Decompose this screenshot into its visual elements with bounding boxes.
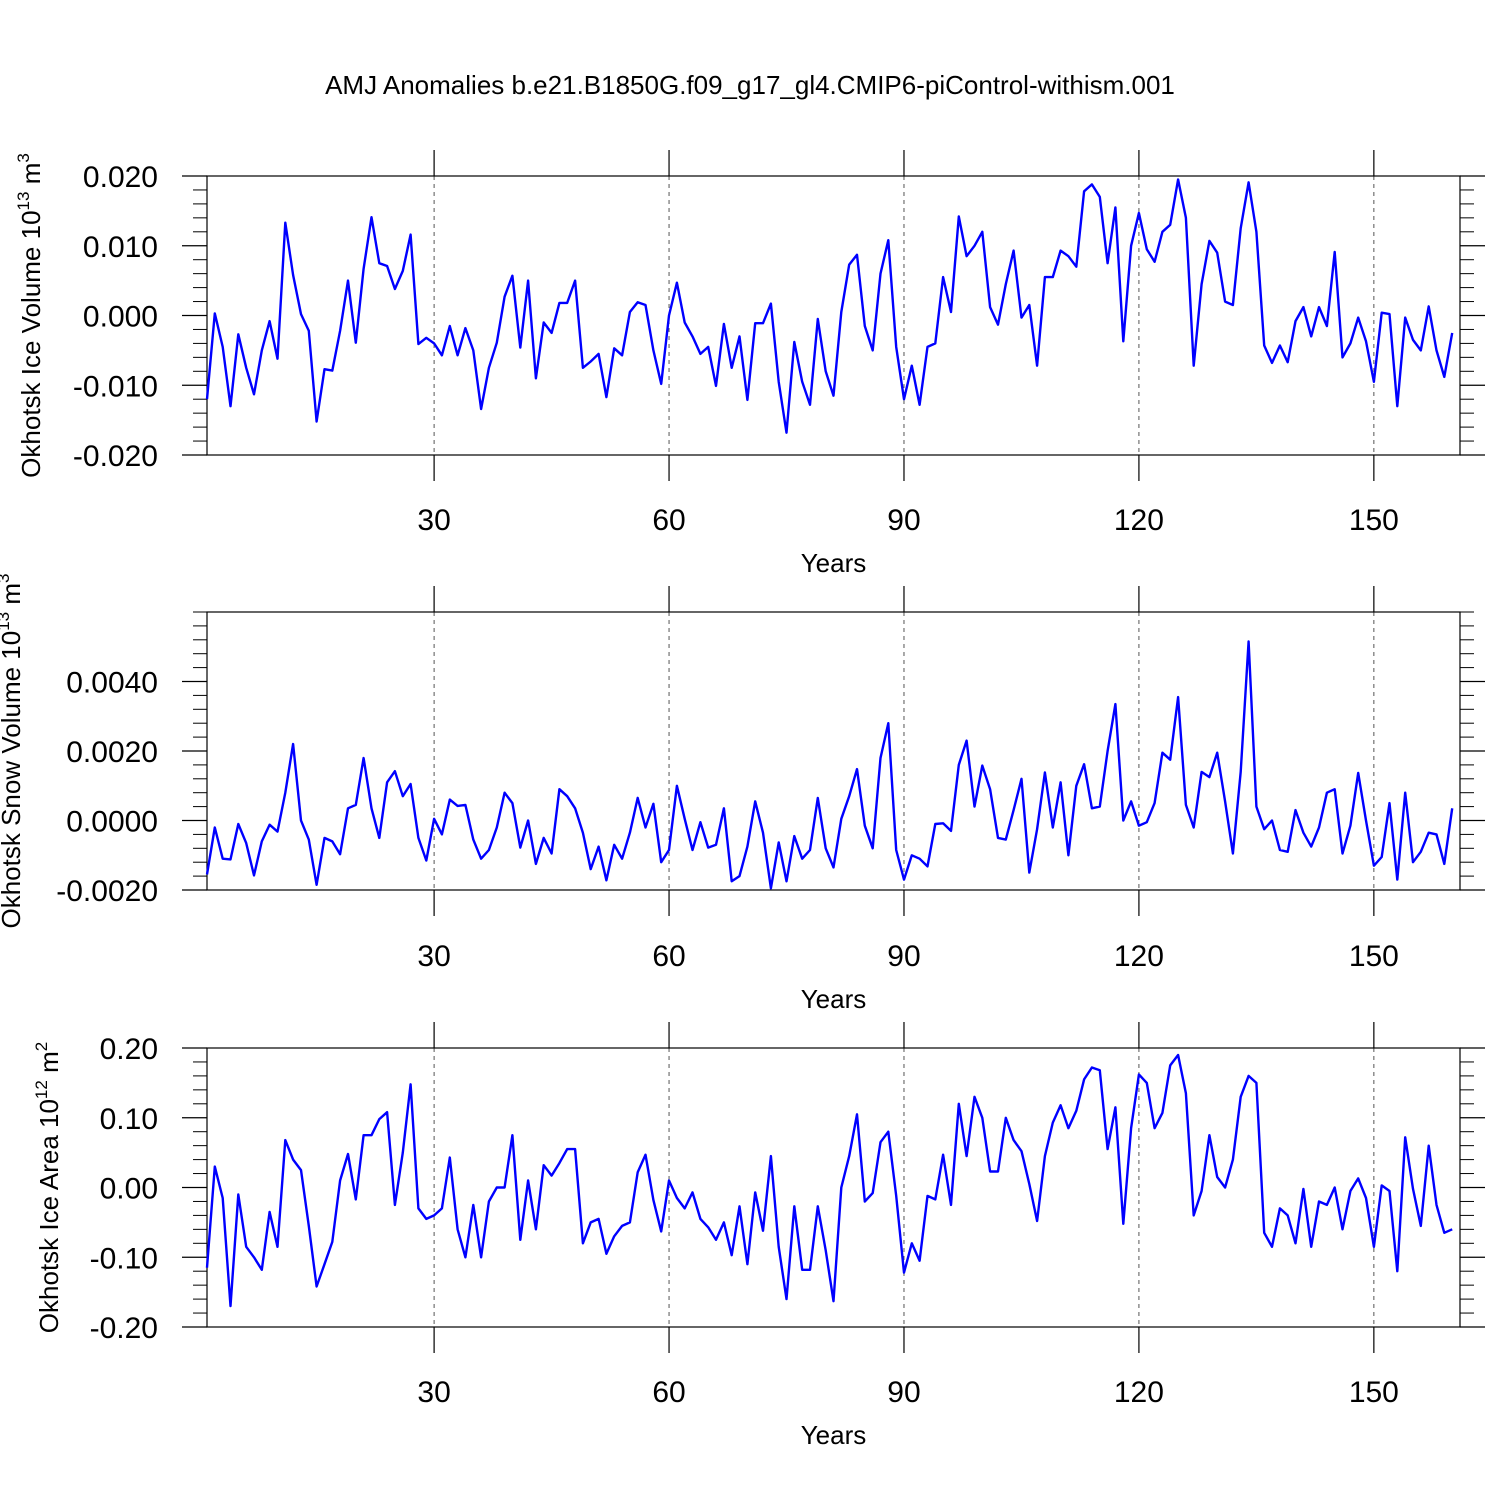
- plot-panel-2: -0.0020 0.0000 0.0020 0.0040 30 60 90 120 150 Yea…: [0, 574, 1485, 1014]
- x-axis-title: Years: [801, 548, 867, 578]
- y-axis-title-unit-exponent: 2: [32, 1042, 51, 1051]
- y-axis-title: Okhotsk Ice Area 1012 m2: [32, 1042, 64, 1333]
- y-axis-title-unit-exponent: 3: [0, 574, 13, 583]
- y-tick-label: -0.010: [73, 370, 158, 403]
- plot-frame: [206, 175, 1461, 456]
- y-tick-label: 0.0020: [66, 736, 158, 769]
- y-axis-title: Okhotsk Snow Volume 1013 m3: [0, 574, 26, 929]
- x-tick-label: 90: [887, 504, 920, 537]
- y-tick-label: -0.10: [90, 1242, 158, 1275]
- x-tick-label: 120: [1114, 940, 1164, 973]
- y-axis-title-exponent: 13: [14, 192, 33, 211]
- y-axis-title-unit-exponent: 3: [14, 153, 33, 162]
- y-tick-label: 0.00: [100, 1173, 158, 1206]
- x-tick-label: 120: [1114, 504, 1164, 537]
- x-tick-label: 120: [1114, 1376, 1164, 1409]
- plot-frame: [206, 611, 1461, 891]
- x-tick-label: 30: [417, 504, 450, 537]
- y-tick-label: 0.020: [83, 161, 158, 194]
- x-tick-label: 150: [1349, 504, 1399, 537]
- x-tick-label: 60: [652, 504, 685, 537]
- y-axis-title-unit: m: [34, 1051, 64, 1080]
- y-axis-title-main: Okhotsk Snow Volume 10: [0, 631, 26, 929]
- y-tick-label: 0.000: [83, 301, 158, 334]
- y-axis-title-exponent: 13: [0, 612, 13, 631]
- x-tick-label: 60: [652, 940, 685, 973]
- series-line: [205, 1053, 1453, 1308]
- x-tick-label: 150: [1349, 1376, 1399, 1409]
- y-tick-label: -0.020: [73, 440, 158, 473]
- x-axis-title: Years: [801, 984, 867, 1014]
- y-axis-title-unit: m: [0, 583, 26, 612]
- y-tick-label: 0.0000: [66, 806, 158, 839]
- x-tick-label: 60: [652, 1376, 685, 1409]
- y-axis-title-exponent: 12: [32, 1080, 51, 1099]
- chart-title: AMJ Anomalies b.e21.B1850G.f09_g17_gl4.C…: [325, 70, 1175, 100]
- x-tick-label: 30: [417, 1376, 450, 1409]
- x-tick-label: 30: [417, 940, 450, 973]
- series-line: [205, 640, 1454, 890]
- y-tick-label: -0.20: [90, 1312, 158, 1345]
- y-tick-label: 0.10: [100, 1103, 158, 1136]
- y-tick-label: 0.20: [100, 1033, 158, 1066]
- y-tick-label: 0.010: [83, 231, 158, 264]
- y-tick-label: 0.0040: [66, 667, 158, 700]
- y-tick-label: -0.0020: [56, 875, 158, 908]
- x-tick-label: 90: [887, 1376, 920, 1409]
- x-tick-label: 90: [887, 940, 920, 973]
- y-axis-title-unit: m: [16, 163, 46, 192]
- plot-panel-1: -0.020 -0.010 0.000 0.010 0.020 30 60 90 120 150 Y…: [14, 150, 1485, 578]
- y-axis-title-main: Okhotsk Ice Area 10: [34, 1099, 64, 1333]
- series-line: [205, 178, 1454, 434]
- x-tick-label: 150: [1349, 940, 1399, 973]
- x-axis-title: Years: [801, 1420, 867, 1450]
- plot-panel-3: -0.20 -0.10 0.00 0.10 0.20 30 60 90 120 150 Years O…: [32, 1022, 1485, 1450]
- y-axis-title: Okhotsk Ice Volume 1013 m3: [14, 153, 46, 478]
- y-axis-title-main: Okhotsk Ice Volume 10: [16, 210, 46, 477]
